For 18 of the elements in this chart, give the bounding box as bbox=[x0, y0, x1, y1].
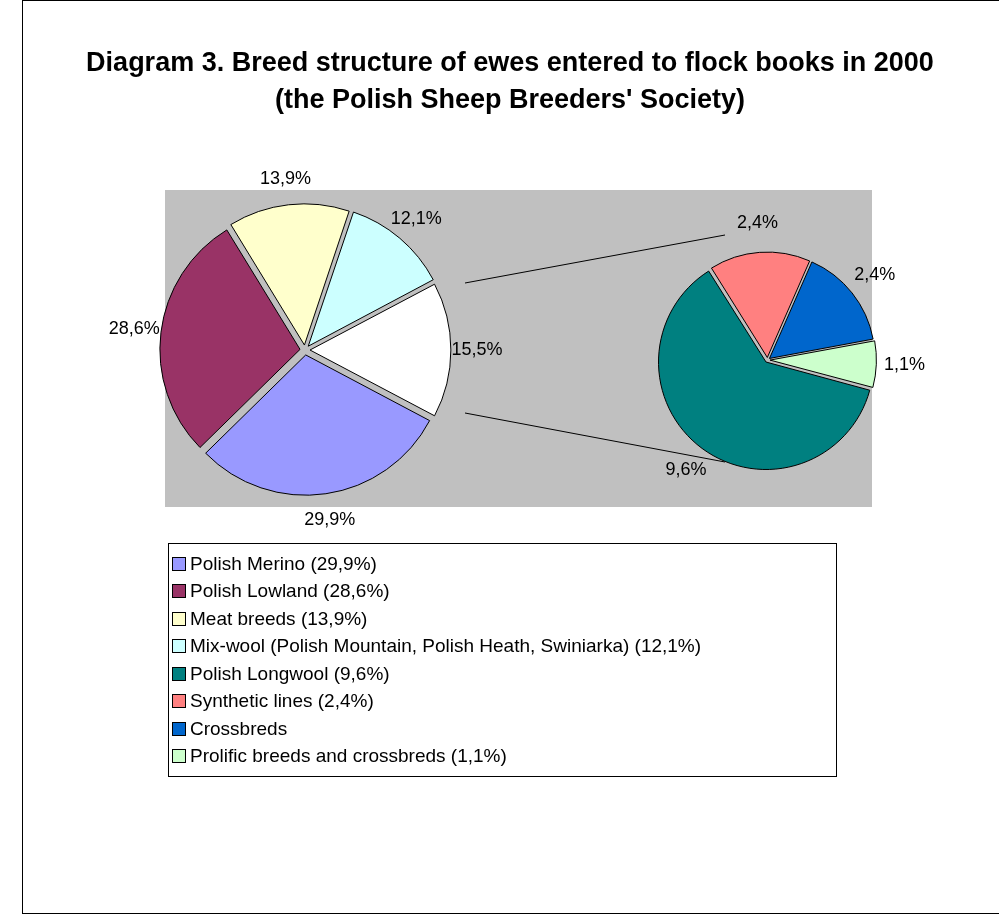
legend-label: Meat breeds (13,9%) bbox=[190, 607, 368, 630]
data-label: 13,9% bbox=[260, 168, 312, 189]
legend-label: Synthetic lines (2,4%) bbox=[190, 690, 374, 713]
data-label: 29,9% bbox=[304, 509, 356, 530]
data-label: 1,1% bbox=[883, 354, 925, 375]
data-label: 2,4% bbox=[737, 212, 779, 233]
legend-label: Mix-wool (Polish Mountain, Polish Heath, Swiniarka) (12,1%) bbox=[190, 635, 702, 658]
data-label: 28,6% bbox=[108, 317, 160, 338]
data-label: 2,4% bbox=[854, 263, 896, 284]
legend-label: Polish Longwool (9,6%) bbox=[190, 662, 390, 685]
chart-title: Diagram 3. Breed structure of ewes entered to flock books in 2000 (the Polish Sheep Breeders' Society) bbox=[85, 46, 935, 116]
legend-label: Polish Lowland (28,6%) bbox=[190, 580, 390, 603]
legend-label: Polish Merino (29,9%) bbox=[190, 552, 377, 575]
data-label: 9,6% bbox=[665, 459, 707, 480]
data-label: 12,1% bbox=[390, 207, 442, 228]
legend-label: Prolific breeds and crossbreds (1,1%) bbox=[190, 745, 507, 768]
legend-label: Crossbreds bbox=[190, 717, 288, 740]
data-label: 15,5% bbox=[451, 338, 503, 359]
